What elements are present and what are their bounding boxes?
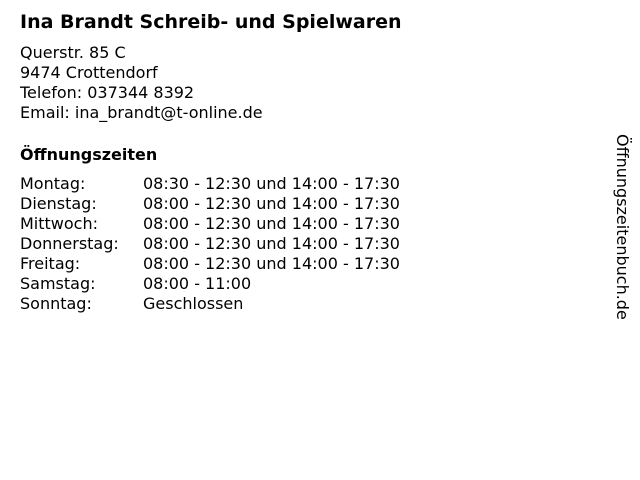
day-time: 08:00 - 12:30 und 14:00 - 17:30 bbox=[143, 214, 400, 233]
day-time: 08:00 - 12:30 und 14:00 - 17:30 bbox=[143, 194, 400, 213]
day-label: Dienstag: bbox=[20, 194, 97, 213]
day-label: Samstag: bbox=[20, 274, 96, 293]
hours-table: Montag: 08:30 - 12:30 und 14:00 - 17:30 D… bbox=[20, 174, 400, 314]
day-label: Montag: bbox=[20, 174, 86, 193]
hours-row: Donnerstag: 08:00 - 12:30 und 14:00 - 17:… bbox=[20, 234, 400, 254]
day-time: 08:00 - 12:30 und 14:00 - 17:30 bbox=[143, 254, 400, 273]
phone: Telefon: 037344 8392 bbox=[20, 83, 195, 102]
street: Querstr. 85 C bbox=[20, 43, 126, 62]
hours-heading: Öffnungszeiten bbox=[20, 145, 158, 164]
email: Email: ina_brandt@t-online.de bbox=[20, 103, 263, 122]
day-label: Donnerstag: bbox=[20, 234, 119, 253]
address-block: Querstr. 85 C 9474 Crottendorf Telefon: … bbox=[20, 43, 263, 123]
day-time: 08:30 - 12:30 und 14:00 - 17:30 bbox=[143, 174, 400, 193]
hours-row: Montag: 08:30 - 12:30 und 14:00 - 17:30 bbox=[20, 174, 400, 194]
day-time: 08:00 - 11:00 bbox=[143, 274, 252, 293]
day-label: Freitag: bbox=[20, 254, 81, 273]
day-time: Geschlossen bbox=[143, 294, 244, 313]
day-label: Mittwoch: bbox=[20, 214, 98, 233]
day-label: Sonntag: bbox=[20, 294, 92, 313]
store-title: Ina Brandt Schreib- und Spielwaren bbox=[20, 11, 402, 33]
hours-row: Mittwoch: 08:00 - 12:30 und 14:00 - 17:30 bbox=[20, 214, 400, 234]
hours-row: Sonntag: Geschlossen bbox=[20, 294, 400, 314]
watermark-text: Öffnungszeitenbuch.de bbox=[613, 134, 632, 320]
hours-row: Freitag: 08:00 - 12:30 und 14:00 - 17:30 bbox=[20, 254, 400, 274]
city: 9474 Crottendorf bbox=[20, 63, 158, 82]
hours-row: Samstag: 08:00 - 11:00 bbox=[20, 274, 400, 294]
hours-row: Dienstag: 08:00 - 12:30 und 14:00 - 17:30 bbox=[20, 194, 400, 214]
day-time: 08:00 - 12:30 und 14:00 - 17:30 bbox=[143, 234, 400, 253]
